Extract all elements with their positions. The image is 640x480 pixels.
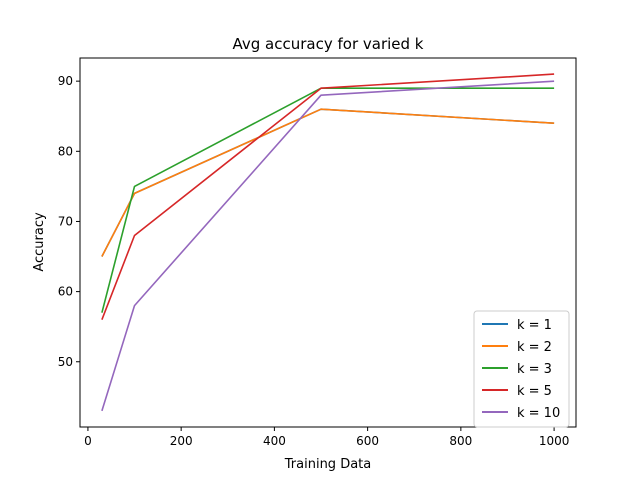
y-axis: 50 60 70 80 90 — [58, 74, 80, 369]
y-tick-label: 90 — [58, 74, 73, 88]
plot-frame — [79, 57, 577, 428]
x-axis-label: Training Data — [284, 457, 371, 472]
series-line — [101, 80, 555, 412]
y-tick-label: 80 — [58, 144, 73, 158]
x-tick-label: 400 — [263, 434, 286, 448]
x-tick-label: 800 — [449, 434, 472, 448]
legend-label: k = 3 — [517, 362, 552, 377]
y-tick-label: 60 — [58, 285, 73, 299]
series-line — [101, 108, 555, 257]
legend: k = 1 k = 2 k = 3 k = 5 k = 10 — [473, 310, 570, 428]
x-tick-label: 1000 — [539, 434, 570, 448]
x-axis: 0 200 400 600 800 1000 — [84, 427, 569, 448]
x-tick-label: 600 — [356, 434, 379, 448]
legend-label: k = 5 — [517, 384, 552, 399]
x-tick-label: 0 — [84, 434, 92, 448]
y-tick-label: 50 — [58, 355, 73, 369]
series-line — [101, 73, 555, 320]
x-tick-label: 200 — [170, 434, 193, 448]
chart-title: Avg accuracy for varied k — [233, 35, 424, 53]
y-axis-label: Accuracy — [32, 212, 47, 272]
legend-box — [473, 310, 570, 428]
series-lines — [101, 73, 555, 412]
legend-label: k = 2 — [517, 340, 552, 355]
legend-label: k = 10 — [517, 406, 560, 421]
y-tick-label: 70 — [58, 214, 73, 228]
legend-label: k = 1 — [517, 318, 552, 333]
